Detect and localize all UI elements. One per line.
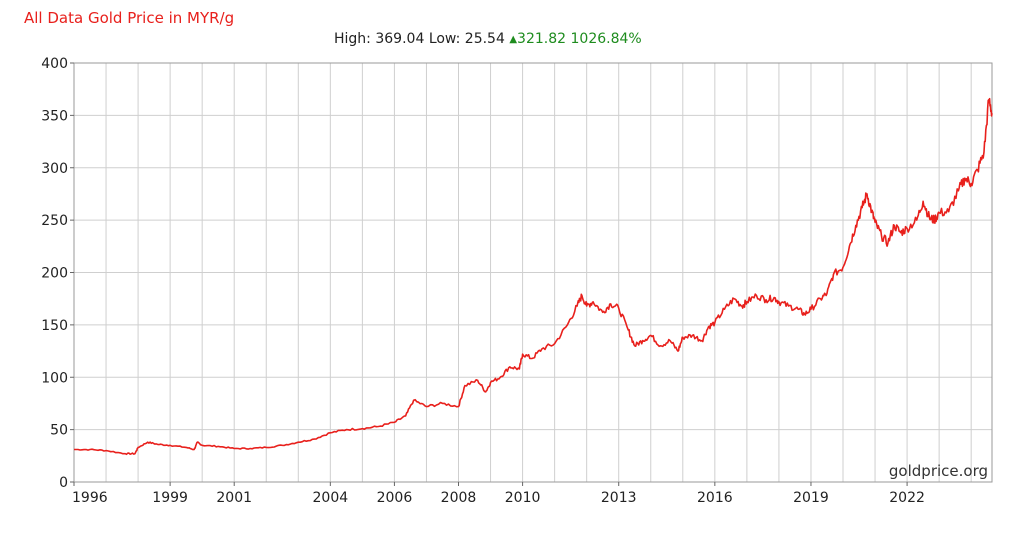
y-tick-label: 100 [41, 370, 68, 386]
x-tick-label: 1999 [152, 490, 188, 506]
x-tick-label: 2016 [697, 490, 733, 506]
x-tick-label: 2008 [441, 490, 477, 506]
y-tick-label: 250 [41, 213, 68, 229]
grid [73, 62, 992, 483]
y-tick-label: 300 [41, 161, 68, 177]
x-tick-label: 2019 [793, 490, 829, 506]
high-label: High: [334, 31, 371, 47]
price-stats: High: 369.04 Low: 25.54 ▲321.82 1026.84% [334, 31, 642, 47]
price-line [74, 97, 993, 456]
change-value: 321.82 [517, 31, 567, 47]
x-tick-label: 2013 [601, 490, 637, 506]
x-axis-ticks: 1996 1999 2001 2004 2006 2008 2010 2013 2016 2019… [72, 482, 925, 506]
y-tick-label: 150 [41, 318, 68, 334]
x-tick-label: 2006 [377, 490, 413, 506]
x-tick-label: 2022 [889, 490, 925, 506]
watermark: goldprice.org [889, 462, 988, 480]
x-tick-label: 1996 [72, 490, 108, 506]
y-tick-label: 50 [50, 423, 68, 439]
up-triangle-icon: ▲ [509, 34, 518, 45]
x-tick-label: 2010 [505, 490, 541, 506]
change-percent: 1026.84% [570, 31, 642, 47]
low-label: Low: [428, 31, 461, 47]
y-tick-label: 350 [41, 108, 68, 124]
low-value: 25.54 [464, 31, 505, 47]
y-tick-label: 0 [59, 475, 68, 491]
x-tick-label: 2004 [313, 490, 349, 506]
x-tick-label: 2001 [216, 490, 252, 506]
y-tick-label: 200 [41, 266, 68, 282]
chart-title: All Data Gold Price in MYR/g [24, 9, 235, 27]
y-tick-label: 400 [41, 56, 68, 72]
y-axis-ticks: 0 50 100 150 200 250 300 350 400 [41, 56, 74, 491]
high-value: 369.04 [375, 31, 425, 47]
